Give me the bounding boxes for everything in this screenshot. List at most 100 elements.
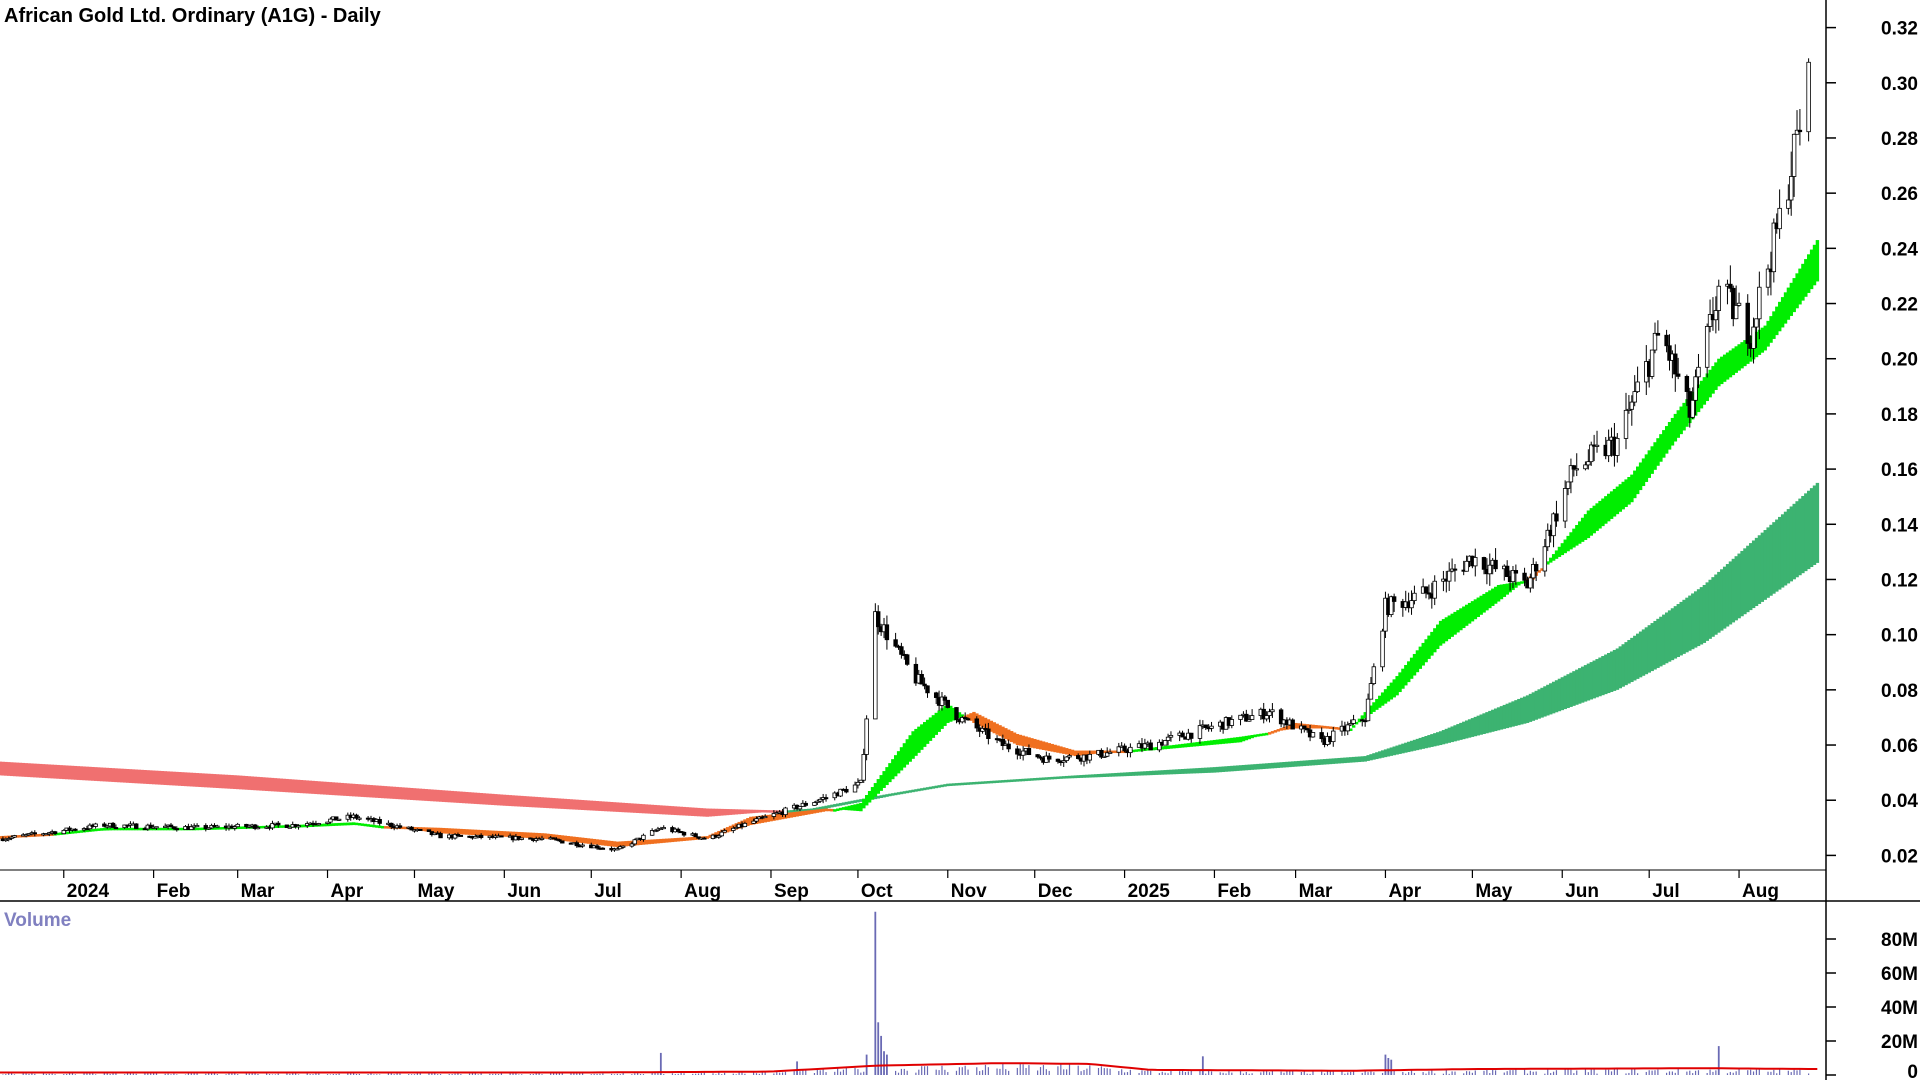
short-ribbon-segment <box>798 811 802 817</box>
short-ribbon-segment <box>1151 747 1156 751</box>
short-ribbon-segment <box>1456 610 1460 633</box>
short-ribbon-segment <box>1189 742 1194 747</box>
price-tick-label: 0.18 <box>1881 405 1918 426</box>
long-ribbon-segment <box>424 789 428 801</box>
short-ribbon-segment <box>1740 342 1744 369</box>
candle-body <box>823 797 829 800</box>
long-ribbon-segment <box>1308 760 1312 766</box>
candle-body <box>1229 719 1235 726</box>
short-ribbon-segment <box>1001 726 1005 738</box>
long-ribbon-segment <box>1682 599 1686 654</box>
candle-body <box>858 779 864 783</box>
long-ribbon-segment <box>992 780 996 784</box>
volume-tick-label: 20M <box>1881 1032 1918 1053</box>
long-ribbon-segment <box>120 768 124 783</box>
candle-body <box>113 827 119 830</box>
short-ribbon-segment <box>1720 356 1724 385</box>
long-ribbon-segment <box>520 795 524 807</box>
long-ribbon-segment <box>1514 700 1518 726</box>
short-ribbon-segment <box>76 830 81 834</box>
long-ribbon-segment <box>1624 642 1628 686</box>
long-ribbon-segment <box>528 796 533 808</box>
long-ribbon-segment <box>1792 503 1796 580</box>
short-ribbon-segment <box>821 808 825 812</box>
long-ribbon-segment <box>685 807 689 816</box>
long-ribbon-segment <box>369 785 373 798</box>
candle-body <box>102 823 107 827</box>
short-ribbon-segment <box>134 827 139 831</box>
candle-body <box>1365 698 1371 722</box>
candle-body <box>1203 724 1208 728</box>
short-ribbon-segment <box>543 833 547 839</box>
candle-body <box>87 824 93 830</box>
long-ribbon-segment <box>1557 678 1562 712</box>
long-ribbon-segment <box>1511 701 1515 727</box>
long-ribbon-segment <box>1114 772 1118 777</box>
candle-body <box>1064 756 1069 762</box>
long-ribbon-segment <box>447 790 452 803</box>
long-ribbon-segment <box>586 800 591 811</box>
long-ribbon-segment <box>1282 762 1286 768</box>
long-ribbon-segment <box>9 762 14 777</box>
short-ribbon-segment <box>160 827 165 831</box>
long-ribbon-segment <box>438 790 443 802</box>
short-ribbon-segment <box>951 707 956 721</box>
long-ribbon-segment <box>653 804 657 814</box>
short-ribbon-segment <box>865 795 869 806</box>
short-ribbon-segment <box>786 812 791 819</box>
short-ribbon-segment <box>1464 604 1469 626</box>
short-ribbon-segment <box>1789 282 1794 316</box>
month-label: Dec <box>1038 881 1073 902</box>
short-ribbon-segment <box>1018 734 1023 746</box>
long-ribbon-segment <box>1482 713 1486 734</box>
long-ribbon-segment <box>1638 631 1643 678</box>
short-ribbon-segment <box>1091 750 1095 755</box>
long-ribbon-segment <box>957 782 962 786</box>
short-ribbon-segment <box>1717 358 1721 387</box>
long-ribbon-segment <box>473 792 478 804</box>
short-ribbon-segment <box>862 798 866 809</box>
month-label: Mar <box>241 881 275 902</box>
long-ribbon-segment <box>1505 703 1509 729</box>
long-ribbon-segment <box>1430 734 1434 747</box>
short-ribbon-segment <box>354 822 359 826</box>
short-ribbon-segment <box>1111 750 1115 754</box>
short-ribbon-segment <box>1007 729 1011 741</box>
short-ribbon-segment <box>218 827 223 830</box>
short-ribbon-segment <box>943 705 947 726</box>
candle-body <box>661 827 666 830</box>
price-tick-label: 0.26 <box>1881 184 1918 205</box>
long-ribbon-segment <box>850 800 854 804</box>
long-ribbon-segment <box>1099 773 1104 778</box>
short-ribbon-segment <box>563 835 567 842</box>
long-ribbon-segment <box>1653 620 1657 670</box>
short-ribbon-segment <box>1757 329 1762 355</box>
long-ribbon-segment <box>1372 753 1376 760</box>
candle-body <box>551 837 556 840</box>
long-ribbon-segment <box>746 809 750 814</box>
short-ribbon-segment <box>925 719 930 744</box>
long-ribbon-segment <box>1125 772 1130 777</box>
long-ribbon-segment <box>160 771 165 785</box>
candle-body <box>1713 310 1719 321</box>
short-ribbon-segment <box>531 832 536 839</box>
long-ribbon-segment <box>323 781 327 795</box>
candle-body <box>1197 725 1203 739</box>
long-ribbon-segment <box>1546 684 1550 716</box>
candle-body <box>1626 408 1632 411</box>
long-ribbon-segment <box>650 804 654 814</box>
candle-body <box>1594 444 1600 447</box>
month-label: 2024 <box>67 881 110 902</box>
long-ribbon-segment <box>1464 720 1469 739</box>
long-ribbon-segment <box>1453 725 1457 742</box>
short-ribbon-segment <box>125 827 130 831</box>
long-ribbon-segment <box>27 763 31 778</box>
candle-body <box>557 839 562 842</box>
candle-body <box>418 829 423 832</box>
short-ribbon-segment <box>163 827 168 831</box>
short-ribbon-segment <box>314 824 318 827</box>
candle-body <box>722 830 727 833</box>
short-ribbon-segment <box>882 771 886 788</box>
short-ribbon-segment <box>282 825 286 828</box>
short-ribbon-segment <box>717 830 721 836</box>
